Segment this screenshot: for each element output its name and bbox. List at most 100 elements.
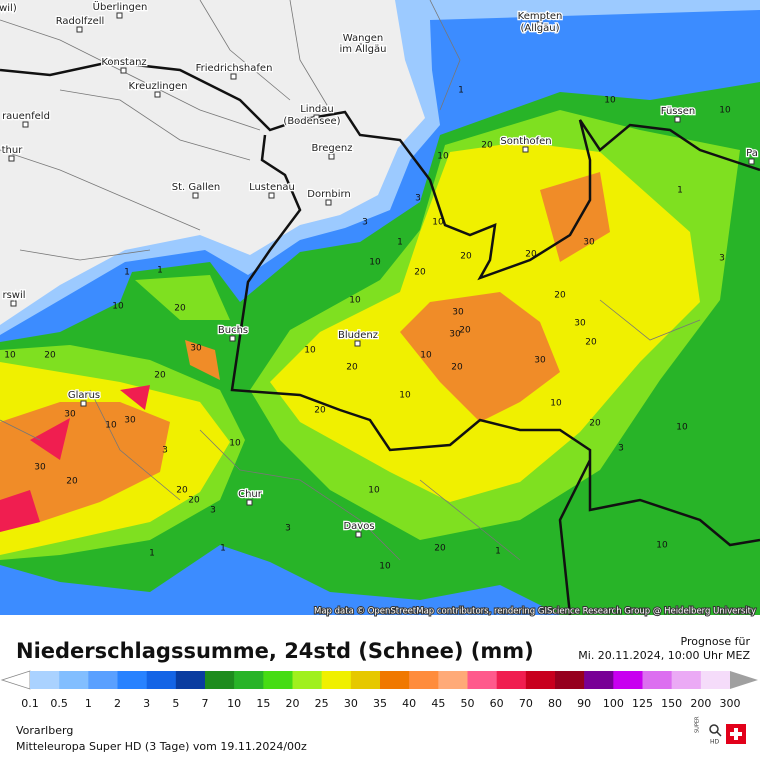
contour-label: 3: [210, 506, 216, 516]
contour-label: 10: [719, 106, 731, 116]
place-marker: [246, 499, 253, 506]
contour-label: 30: [583, 238, 595, 248]
contour-label: 1: [157, 266, 163, 276]
colorbar-label: 3: [143, 697, 150, 710]
colorbar-swatch: [438, 671, 468, 689]
logo: SUPER HD: [695, 716, 746, 746]
place-marker: [154, 91, 161, 98]
place-marker: [80, 400, 87, 407]
contour-label: 1: [124, 268, 130, 278]
contour-label: 3: [362, 218, 368, 228]
colorbar-label: 20: [286, 697, 300, 710]
colorbar-label: 2: [114, 697, 121, 710]
swiss-cross: [730, 728, 742, 740]
logo-icon: [709, 724, 719, 734]
colorbar-swatch: [292, 671, 322, 689]
contour-label: 3: [719, 254, 725, 264]
place-label: Lustenau: [249, 182, 295, 193]
contour-label: 3: [285, 524, 291, 534]
contour-label: 10: [369, 258, 381, 268]
place-label: (Allgäu): [520, 23, 559, 34]
place-label: Wangen: [343, 33, 384, 44]
contour-label: 20: [459, 326, 471, 336]
colorbar-swatch: [671, 671, 702, 689]
model-run: Mitteleuropa Super HD (3 Tage) vom 19.11…: [16, 740, 307, 753]
contour-label: 1: [677, 186, 683, 196]
contour-label: 10: [229, 439, 241, 449]
contour-label: 1: [397, 238, 403, 248]
place-marker: [359, 43, 366, 50]
place-label: Radolfzell: [56, 16, 105, 27]
place-marker: [22, 121, 29, 128]
contour-label: 10: [304, 346, 316, 356]
contour-label: 10: [437, 152, 449, 162]
forecast-label: Prognose für: [681, 635, 751, 648]
place-marker: [120, 67, 127, 74]
colorbar-label: 5: [172, 697, 179, 710]
place-marker: [192, 192, 199, 199]
contour-label: 10: [604, 96, 616, 106]
colorbar-label: 15: [256, 697, 270, 710]
regional-borders: [0, 0, 701, 561]
colorbar-swatch: [88, 671, 118, 689]
place-label: Buchs: [218, 325, 248, 336]
colorbar-swatch: [205, 671, 235, 689]
place-label: Kempten: [518, 11, 563, 22]
place-label: Glarus: [68, 390, 100, 401]
place-label: Pa: [746, 148, 758, 159]
colorbar-swatch: [350, 671, 381, 689]
precip-orange: [0, 172, 610, 532]
colorbar-label: 25: [315, 697, 329, 710]
place-marker: [313, 114, 320, 121]
place-label: Bregenz: [312, 143, 353, 154]
colorbar-swatch: [59, 671, 89, 689]
place-marker: [230, 73, 237, 80]
place-marker: [355, 531, 362, 538]
precip-yellow: [0, 142, 700, 555]
place-marker: [354, 340, 361, 347]
place-marker: [268, 192, 275, 199]
contour-label: 1: [220, 544, 226, 554]
place-label: St. Gallen: [172, 182, 221, 193]
contour-label: 1: [458, 86, 464, 96]
place-marker: [325, 199, 332, 206]
colorbar-swatch: [700, 671, 731, 689]
place-marker: [229, 335, 236, 342]
place-marker: [10, 300, 17, 307]
place-marker: [748, 158, 755, 165]
contour-label: 10: [656, 541, 668, 551]
contour-label: 10: [368, 486, 380, 496]
colorbar-label: 7: [202, 697, 209, 710]
colorbar-label: 1: [85, 697, 92, 710]
place-label: Lindau: [300, 104, 334, 115]
place-label: rauenfeld: [2, 111, 50, 122]
colorbar-label: 100: [603, 697, 624, 710]
colorbar-label: 150: [661, 697, 682, 710]
contour-label: 30: [64, 410, 76, 420]
colorbar-swatch: [321, 671, 352, 689]
contour-label: 10: [399, 391, 411, 401]
logo-text: HD: [710, 739, 720, 746]
contour-label: 3: [162, 446, 168, 456]
colorbar-swatch: [117, 671, 147, 689]
contour-label: 20: [554, 291, 566, 301]
logo-icon: [716, 731, 722, 737]
colorbar-swatch: [555, 671, 585, 689]
legend-title: Niederschlagssumme, 24std (Schnee) (mm): [16, 639, 534, 663]
contour-label: 20: [585, 338, 597, 348]
place-label: Davos: [343, 521, 374, 532]
colorbar-label: 200: [690, 697, 711, 710]
place-label: Chur: [238, 489, 263, 500]
place-marker: [674, 116, 681, 123]
colorbar-label: 10: [227, 697, 241, 710]
contour-label: 20: [346, 363, 358, 373]
place-label: Sonthofen: [500, 136, 551, 147]
contour-label: 20: [525, 250, 537, 260]
contour-label: 30: [534, 356, 546, 366]
colorbar-label: 40: [402, 697, 416, 710]
contour-label: 30: [34, 463, 46, 473]
contour-label: 20: [414, 268, 426, 278]
colorbar-label: 60: [490, 697, 504, 710]
colorbar-swatch: [146, 671, 177, 689]
